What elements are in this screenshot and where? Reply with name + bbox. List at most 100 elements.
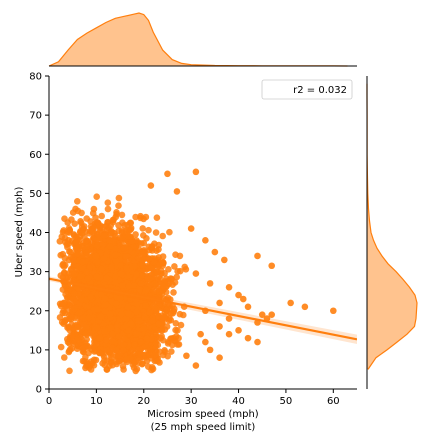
scatter-point [113,360,120,368]
scatter-point [96,349,103,357]
scatter-point [153,268,160,276]
scatter-point [168,348,175,355]
scatter-point [61,354,68,361]
scatter-point [64,219,71,226]
scatter-point [69,331,76,339]
scatter-point [94,324,101,331]
scatter-point [146,275,154,283]
scatter-point [143,335,151,343]
scatter-point [235,291,242,299]
scatter-point [102,301,109,309]
legend-box [261,79,353,100]
x-tick-label: 40 [232,396,245,407]
scatter-point [101,232,108,239]
scatter-point [98,291,105,298]
scatter-point [159,351,167,359]
y-axis-ticks: 0 10 20 30 40 50 60 70 80 [29,72,49,396]
scatter-point [206,346,214,354]
scatter-point [68,266,75,274]
scatter-points [56,168,337,375]
scatter-point [133,271,140,278]
scatter-point [244,334,252,342]
scatter-point [93,193,100,200]
scatter-point [159,262,166,270]
scatter-point [139,225,146,232]
scatter-point [160,313,168,321]
scatter-point [172,326,179,334]
scatter-point [151,351,159,359]
scatter-point [127,320,135,328]
scatter-point [87,366,95,373]
scatter-point [119,282,126,289]
scatter-point [74,324,81,331]
scatter-point [123,355,130,363]
scatter-point [140,250,147,257]
scatter-point [132,231,139,238]
scatter-point [112,257,120,265]
scatter-point [77,273,84,280]
scatter-point [152,229,160,236]
scatter-point [116,295,124,302]
scatter-point [171,305,178,313]
scatter-point [153,214,161,221]
scatter-point [78,223,86,231]
scatter-point [125,282,133,290]
scatter-point [137,212,144,220]
scatter-point [177,321,185,329]
scatter-point [235,327,242,334]
scatter-point [97,249,104,257]
scatter-point [192,270,200,277]
scatter-point [137,338,145,346]
scatter-point [164,170,171,178]
scatter-point [254,338,261,346]
scatter-point [70,340,77,347]
scatter-point [216,323,223,330]
scatter-point [173,273,180,281]
scatter-point [155,246,162,253]
scatter-point [202,237,209,244]
scatter-point [109,330,116,338]
scatter-point [211,248,219,256]
scatter-point [101,328,108,336]
marginal-x-kde-fill [49,13,348,66]
scatter-point [80,314,88,322]
scatter-point [330,307,337,315]
scatter-point [78,296,85,303]
x-tick-label: 60 [327,396,340,407]
scatter-point [183,352,190,360]
scatter-point [83,237,90,245]
scatter-point [96,335,104,342]
scatter-point [85,314,92,322]
scatter-point [167,335,174,343]
scatter-point [115,202,122,209]
scatter-point [130,249,138,257]
scatter-point [216,299,223,307]
scatter-point [98,212,105,220]
scatter-point [73,345,81,353]
scatter-point [125,327,132,334]
scatter-point [165,266,172,273]
x-axis-ticks: 0 10 20 30 40 50 60 [46,389,340,407]
scatter-point [127,219,135,227]
scatter-point [87,293,94,301]
y-tick-label: 10 [29,345,42,356]
scatter-point [108,264,115,271]
scatter-point [76,309,83,316]
scatter-point [112,245,119,253]
scatter-point [58,318,66,326]
scatter-point [268,262,276,270]
scatter-point [154,357,162,365]
scatter-point [82,329,90,337]
scatter-point [79,230,86,237]
scatter-point [122,252,129,260]
y-tick-label: 0 [36,385,42,396]
scatter-point [103,336,110,344]
scatter-point [74,198,81,205]
scatter-point [86,309,93,317]
scatter-point [106,243,114,250]
scatter-point [97,313,105,320]
scatter-point [166,228,173,236]
scatter-point [192,168,200,176]
scatter-point [151,280,159,288]
x-tick-label: 30 [185,396,198,407]
